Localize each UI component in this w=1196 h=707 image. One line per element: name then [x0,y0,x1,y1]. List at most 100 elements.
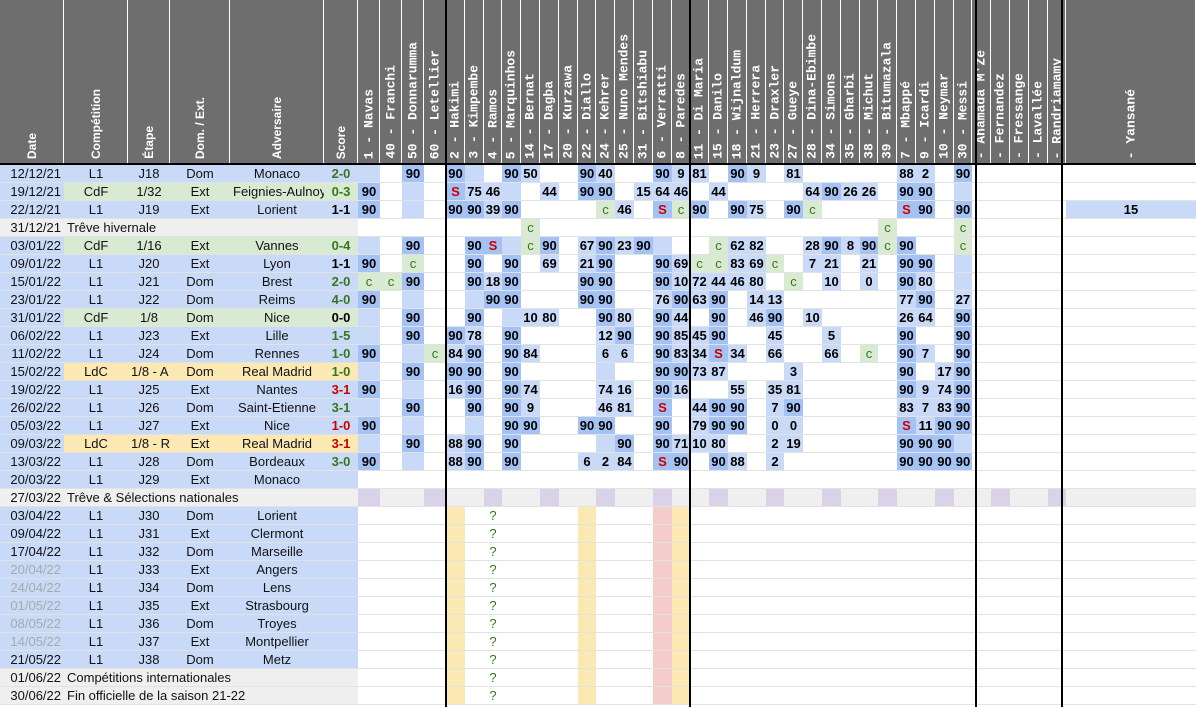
cell-dom[interactable]: Ext [170,633,230,650]
player-cell[interactable] [1029,687,1048,704]
player-cell[interactable] [766,543,784,560]
cell-adv[interactable]: Lyon [230,255,324,272]
player-cell[interactable] [615,507,634,524]
cell-score[interactable]: 1-0 [324,345,358,362]
player-cell[interactable] [784,615,803,632]
player-cell[interactable]: 90 [465,273,484,290]
player-cell[interactable]: c [954,219,972,236]
cell-dom[interactable]: Dom [170,309,230,326]
player-cell[interactable] [596,597,615,614]
player-cell[interactable]: 90 [954,399,972,416]
player-cell[interactable] [540,327,559,344]
player-cell[interactable] [766,237,784,254]
player-cell[interactable] [822,543,841,560]
player-cell[interactable] [559,453,578,470]
player-cell[interactable]: c [596,201,615,218]
player-cell[interactable] [672,417,690,434]
player-cell[interactable] [690,561,709,578]
player-cell[interactable] [1029,399,1048,416]
player-cell[interactable] [521,633,540,650]
player-cell[interactable] [860,399,878,416]
player-cell[interactable]: 88 [446,435,465,452]
player-cell[interactable] [634,615,653,632]
player-cell[interactable] [358,435,380,452]
player-cell[interactable] [380,561,402,578]
player-cell[interactable] [690,687,709,704]
player-cell[interactable] [578,525,596,542]
player-cell[interactable]: 83 [728,255,747,272]
player-cell[interactable] [358,633,380,650]
player-cell[interactable] [860,435,878,452]
player-cell[interactable]: 90 [897,327,916,344]
player-cell[interactable] [784,255,803,272]
player-cell[interactable] [935,525,954,542]
cell-etape[interactable]: J30 [128,507,170,524]
player-cell[interactable] [446,543,465,560]
player-cell[interactable] [634,417,653,434]
player-header-26[interactable]: 38 - Michut [860,0,878,163]
player-cell[interactable] [897,579,916,596]
player-cell[interactable]: 26 [897,309,916,326]
player-cell[interactable] [709,201,728,218]
player-cell[interactable] [878,543,897,560]
cell-dom[interactable]: Ext [170,255,230,272]
cell-adv[interactable]: Lens [230,579,324,596]
player-cell[interactable] [841,507,860,524]
player-cell[interactable] [484,255,502,272]
player-cell[interactable] [672,579,690,596]
player-cell[interactable] [521,543,540,560]
player-cell[interactable] [954,597,972,614]
player-cell[interactable]: 73 [690,363,709,380]
player-cell[interactable] [747,417,766,434]
player-cell[interactable] [1048,435,1066,452]
cell-comp[interactable]: Compétitions internationales [64,669,358,686]
player-cell[interactable] [878,273,897,290]
player-cell[interactable] [860,615,878,632]
cell-etape[interactable]: 1/8 - R [128,435,170,452]
player-header-31[interactable]: 30 - Messi [954,0,972,163]
cell-etape[interactable]: J33 [128,561,170,578]
cell-dom[interactable]: Ext [170,471,230,488]
cell-dom[interactable]: Ext [170,183,230,200]
player-cell[interactable] [424,273,446,290]
player-cell[interactable] [596,579,615,596]
cell-etape[interactable]: J21 [128,273,170,290]
player-cell[interactable] [1048,237,1066,254]
player-cell[interactable]: 90 [502,381,521,398]
player-cell[interactable] [1010,597,1029,614]
player-cell[interactable] [841,525,860,542]
player-cell[interactable] [1066,435,1196,452]
player-cell[interactable] [1010,651,1029,668]
player-cell[interactable] [1010,687,1029,704]
player-cell[interactable] [690,579,709,596]
player-cell[interactable] [465,597,484,614]
player-cell[interactable] [521,327,540,344]
player-cell[interactable]: 7 [766,399,784,416]
player-cell[interactable]: 40 [596,165,615,182]
player-cell[interactable] [728,543,747,560]
player-cell[interactable] [358,399,380,416]
player-cell[interactable] [1048,363,1066,380]
player-cell[interactable] [841,579,860,596]
player-cell[interactable] [803,525,822,542]
table-row[interactable]: 13/03/22 L1 J28 Dom Bordeaux 3-0 90 88 90 90 6 2 84 S… [0,453,1196,471]
player-cell[interactable] [380,453,402,470]
player-cell[interactable] [878,255,897,272]
player-cell[interactable] [653,237,672,254]
player-cell[interactable] [634,291,653,308]
table-row[interactable]: 05/03/22 L1 J27 Ext Nice 1-0 90 90 90 90 90 90 79 90 9… [0,417,1196,435]
player-cell[interactable]: 90 [358,453,380,470]
player-header-37[interactable]: - Yansané [1066,0,1196,163]
player-cell[interactable]: 2 [766,435,784,452]
cell-date[interactable]: 31/12/21 [0,219,64,236]
cell-score[interactable] [324,597,358,614]
player-cell[interactable] [1029,543,1048,560]
player-cell[interactable] [1048,633,1066,650]
player-cell[interactable] [1029,237,1048,254]
player-cell[interactable] [402,489,424,506]
player-cell[interactable] [402,453,424,470]
player-cell[interactable] [991,525,1010,542]
cell-adv[interactable]: Lorient [230,507,324,524]
player-cell[interactable] [1066,669,1196,686]
cell-dom[interactable]: Ext [170,327,230,344]
